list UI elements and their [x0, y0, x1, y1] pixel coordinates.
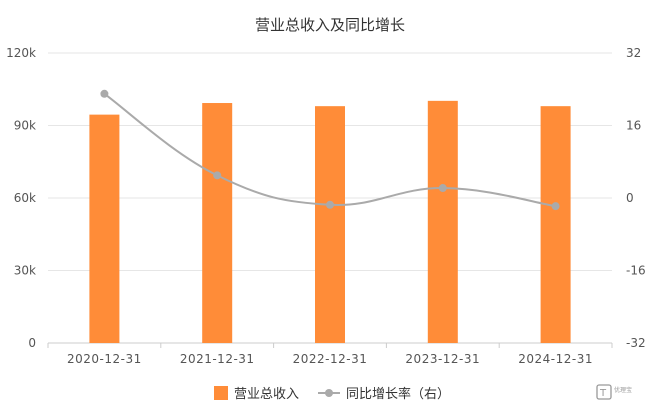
watermark-logo-glyph: T — [599, 388, 607, 399]
x-tick-label: 2021-12-31 — [180, 352, 255, 366]
chart-title: 营业总收入及同比增长 — [255, 16, 405, 34]
x-axis: 2020-12-31 2021-12-31 2022-12-31 2023-12-31… — [47, 343, 613, 366]
left-tick-label: 60k — [14, 191, 36, 205]
bar — [540, 106, 571, 344]
bar — [315, 106, 345, 344]
growth-point — [213, 171, 222, 180]
x-tick-label: 2020-12-31 — [67, 352, 142, 366]
watermark-text: 优理宝 — [614, 386, 632, 394]
legend-label-revenue: 营业总收入 — [234, 387, 299, 402]
line-series — [100, 89, 560, 211]
bar — [427, 100, 458, 343]
left-tick-label: 90k — [14, 119, 36, 133]
right-tick-label: -32 — [626, 336, 646, 350]
right-tick-label: 32 — [626, 46, 641, 60]
x-tick-label: 2023-12-31 — [405, 352, 480, 366]
right-tick-label: 0 — [626, 191, 634, 205]
left-tick-label: 0 — [28, 336, 36, 350]
x-tick-label: 2024-12-31 — [518, 352, 593, 366]
watermark: T 优理宝 — [596, 384, 632, 400]
left-axis: 0 30k 60k 90k 120k — [6, 46, 36, 350]
growth-point — [326, 200, 334, 209]
right-axis: -32 -16 0 16 32 — [626, 46, 646, 350]
bar — [202, 103, 233, 344]
right-tick-label: -16 — [626, 264, 646, 278]
bar — [89, 114, 120, 343]
watermark-logo-icon — [596, 384, 612, 400]
bar-series — [89, 100, 571, 344]
growth-point — [438, 184, 447, 193]
legend-swatch-growth-dot — [325, 389, 333, 397]
left-tick-label: 30k — [14, 264, 36, 278]
legend-label-growth: 同比增长率（右） — [346, 386, 450, 402]
right-tick-label: 16 — [626, 119, 641, 133]
growth-point — [551, 202, 560, 211]
x-tick-label: 2022-12-31 — [293, 352, 368, 366]
growth-point — [100, 89, 109, 98]
legend: 营业总收入 同比增长率（右） — [214, 386, 450, 402]
left-tick-label: 120k — [6, 46, 36, 60]
legend-swatch-revenue — [214, 386, 228, 400]
